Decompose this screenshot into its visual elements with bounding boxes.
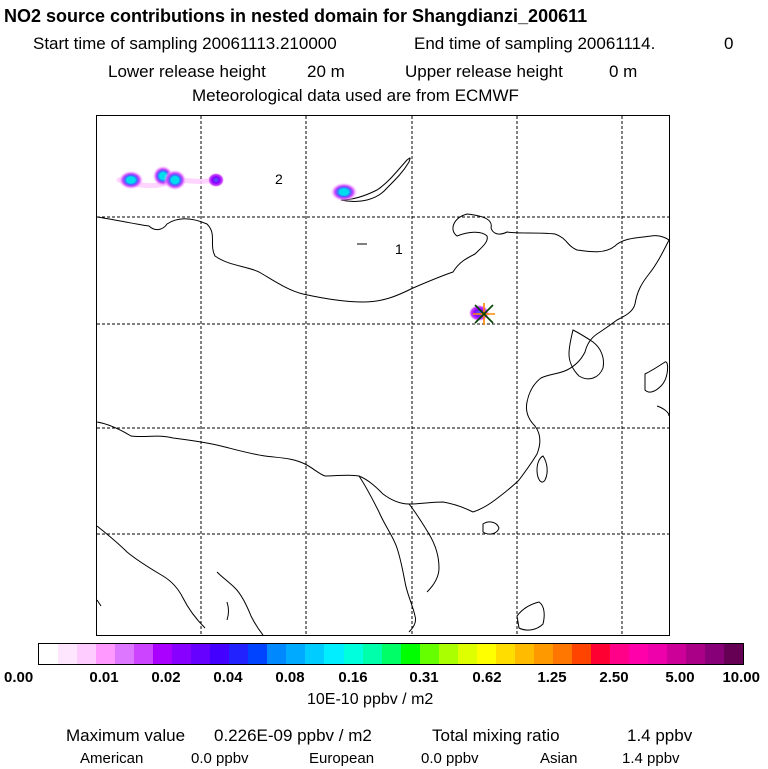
color-scale-cell — [514, 644, 534, 664]
color-scale-tick-label: 0.31 — [409, 669, 439, 686]
plume-spot-4 — [208, 173, 224, 187]
color-scale-cell — [77, 644, 97, 664]
total-mixing-label: Total mixing ratio — [432, 726, 560, 745]
color-scale-tick-label: 0.04 — [213, 669, 243, 686]
color-scale-cell — [286, 644, 306, 664]
color-scale-cell — [381, 644, 401, 664]
color-scale-tick-label: 0.01 — [89, 669, 119, 686]
color-scale-cell — [115, 644, 135, 664]
plume-spot-1 — [119, 171, 143, 189]
color-scale-cell — [39, 644, 59, 664]
color-scale-cell — [343, 644, 363, 664]
color-scale-cell — [58, 644, 78, 664]
map-canvas: 2 1 — [97, 116, 669, 635]
color-scale-cell — [457, 644, 477, 664]
map-panel: 2 1 — [96, 115, 670, 636]
color-scale-cell — [400, 644, 420, 664]
page-title: NO2 source contributions in nested domai… — [4, 6, 588, 26]
color-scale-tick-label: 1.25 — [537, 669, 567, 686]
concentration-plumes — [116, 166, 489, 321]
color-scale-cell — [686, 644, 706, 664]
color-scale-cell — [495, 644, 515, 664]
color-scale-cell — [476, 644, 496, 664]
color-scale-cell — [267, 644, 287, 664]
end-time: End time of sampling 20061114. — [414, 34, 656, 53]
color-scale-cell — [552, 644, 572, 664]
color-scale-cell — [609, 644, 629, 664]
asian-label: Asian — [540, 750, 578, 767]
color-scale-cell — [210, 644, 230, 664]
end-time-value: 0 — [724, 34, 734, 53]
color-scale-cell — [628, 644, 648, 664]
color-scale-cell — [667, 644, 687, 664]
plume-spot-3 — [164, 170, 186, 190]
european-label: European — [309, 750, 375, 767]
american-value: 0.0 ppbv — [191, 750, 249, 767]
color-scale-cell — [648, 644, 668, 664]
asian-value: 1.4 ppbv — [622, 750, 680, 767]
coastlines-borders — [97, 157, 669, 635]
color-scale-cell — [229, 644, 249, 664]
color-scale-cell — [324, 644, 344, 664]
color-scale-tick-label: 5.00 — [665, 669, 695, 686]
color-scale-unit: 10E-10 ppbv / m2 — [307, 691, 434, 708]
lower-release-value: 20 m — [307, 62, 345, 81]
color-scale-cell — [191, 644, 211, 664]
lower-release-label: Lower release height — [108, 62, 266, 81]
met-data-note: Meteorological data used are from ECMWF — [192, 86, 519, 105]
color-scale-cell — [362, 644, 382, 664]
color-scale-tick-label: 0.02 — [151, 669, 181, 686]
color-scale-cell — [248, 644, 268, 664]
start-time: Start time of sampling 20061113.210000 — [33, 34, 337, 53]
color-scale-cell — [571, 644, 591, 664]
color-scale-cell — [305, 644, 325, 664]
total-mixing-value: 1.4 ppbv — [627, 726, 693, 745]
color-scale-tick-label: 0.08 — [275, 669, 305, 686]
color-scale-cell — [172, 644, 192, 664]
lat-lon-grid — [97, 116, 669, 635]
color-scale-tick-label: 0.62 — [472, 669, 502, 686]
region-label-1: 1 — [395, 241, 403, 257]
max-value: 0.226E-09 ppbv / m2 — [214, 726, 372, 745]
color-scale-tick-label: 0.16 — [338, 669, 368, 686]
color-scale-cell — [724, 644, 744, 664]
color-scale-cell — [438, 644, 458, 664]
color-scale-cell — [96, 644, 116, 664]
color-scale-cell — [590, 644, 610, 664]
plume-spot-5 — [331, 183, 357, 201]
color-scale-tick-label: 2.50 — [599, 669, 629, 686]
upper-release-value: 0 m — [609, 62, 638, 81]
european-value: 0.0 ppbv — [421, 750, 479, 767]
american-label: American — [80, 750, 144, 767]
color-scale-cell — [153, 644, 173, 664]
color-scale-tick-label: 0.00 — [4, 669, 34, 686]
receptor-marker — [473, 303, 495, 325]
color-scale-bar — [38, 643, 744, 665]
color-scale-cell — [134, 644, 154, 664]
color-scale-cell — [419, 644, 439, 664]
color-scale-cell — [705, 644, 725, 664]
max-value-label: Maximum value — [66, 726, 186, 745]
color-scale-cell — [533, 644, 553, 664]
upper-release-label: Upper release height — [405, 62, 563, 81]
color-scale-tick-label: 10.00 — [722, 669, 760, 686]
region-label-2: 2 — [275, 171, 283, 187]
